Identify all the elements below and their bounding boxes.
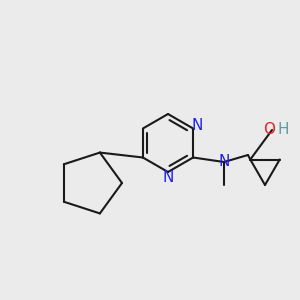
Text: N: N (162, 169, 174, 184)
Text: N: N (218, 154, 230, 169)
Text: N: N (192, 118, 203, 134)
Text: O: O (263, 122, 275, 137)
Text: H: H (277, 122, 289, 137)
